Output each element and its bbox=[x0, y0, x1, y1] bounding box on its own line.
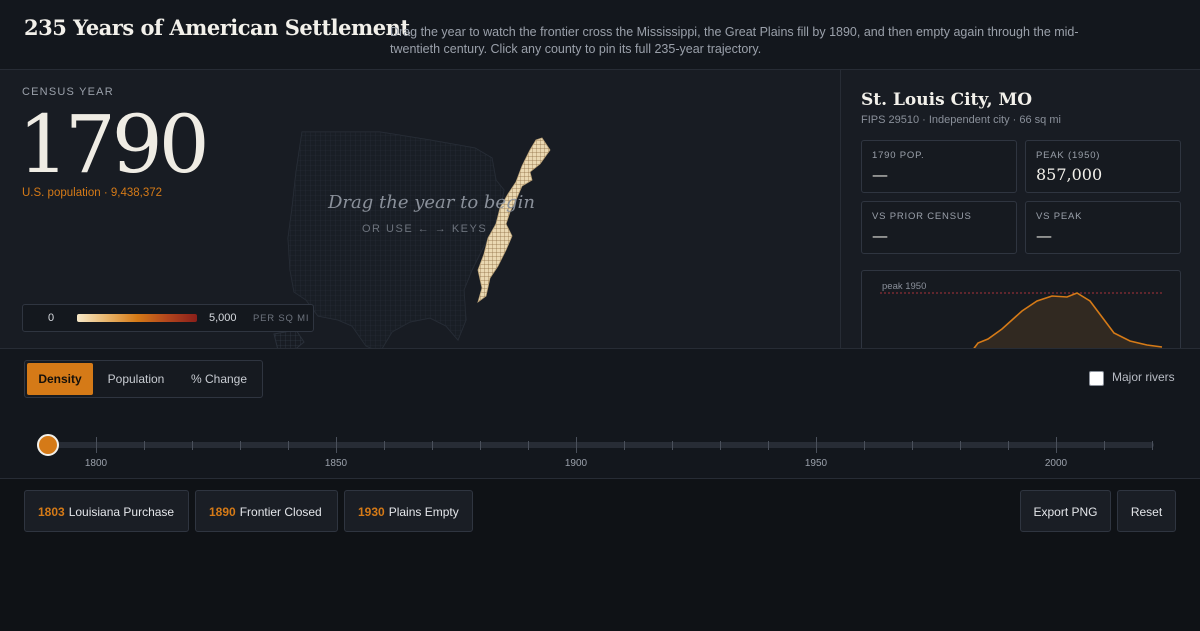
timeline-tick bbox=[480, 441, 481, 450]
metric-population-button[interactable]: Population bbox=[107, 372, 165, 386]
event-year: 1803 bbox=[38, 505, 65, 519]
event-year: 1890 bbox=[209, 505, 236, 519]
timeline-tick bbox=[1104, 441, 1105, 450]
stat-value: — bbox=[872, 165, 888, 184]
census-year-label: CENSUS YEAR bbox=[22, 86, 114, 98]
event-year: 1930 bbox=[358, 505, 385, 519]
page-subtitle: Drag the year to watch the frontier cros… bbox=[390, 25, 1079, 56]
stat-value: 857,000 bbox=[1036, 165, 1103, 184]
export-png-button[interactable]: Export PNG bbox=[1020, 490, 1111, 532]
event-label: Frontier Closed bbox=[239, 505, 322, 519]
timeline-major-tick bbox=[1056, 437, 1057, 453]
drag-hint: Drag the year to begin bbox=[328, 192, 535, 213]
timeline-tick bbox=[144, 441, 145, 450]
timeline-tick bbox=[432, 441, 433, 450]
timeline-year-label: 1850 bbox=[324, 458, 348, 469]
timeline-major-tick bbox=[816, 437, 817, 453]
event-louisiana-purchase-button[interactable]: 1803 Louisiana Purchase bbox=[24, 490, 189, 532]
timeline-tick bbox=[240, 441, 241, 450]
event-frontier-closed-button[interactable]: 1890 Frontier Closed bbox=[195, 490, 338, 532]
timeline-year-label: 1800 bbox=[84, 458, 108, 469]
reset-button[interactable]: Reset bbox=[1117, 490, 1176, 532]
major-rivers-checkbox[interactable] bbox=[1089, 371, 1104, 386]
timeline-tick bbox=[288, 441, 289, 450]
sparkline-area bbox=[974, 293, 1162, 348]
legend-min-label: 0 bbox=[48, 312, 55, 324]
us-county-map[interactable] bbox=[260, 120, 560, 348]
bottom-bar: 1803 Louisiana Purchase 1890 Frontier Clos… bbox=[0, 478, 1200, 631]
event-label: Louisiana Purchase bbox=[68, 505, 175, 519]
timeline-tick bbox=[768, 441, 769, 450]
stat-label: VS PRIOR CENSUS bbox=[872, 211, 972, 222]
timeline-tick bbox=[1008, 441, 1009, 450]
app-header: 235 Years of American Settlement Drag th… bbox=[0, 0, 1200, 70]
legend-unit-label: PER SQ MI bbox=[253, 313, 310, 324]
census-year-display: 1790 bbox=[18, 98, 210, 191]
map-panel: CENSUS YEAR 1790 U.S. population · 9,438… bbox=[0, 70, 840, 348]
density-legend: 0 5,000 PER SQ MI bbox=[22, 304, 314, 332]
page-title: 235 Years of American Settlement bbox=[24, 15, 410, 40]
timeline-major-tick bbox=[336, 437, 337, 453]
metric-change-button[interactable]: % Change bbox=[190, 372, 248, 386]
event-plains-empty-button[interactable]: 1930 Plains Empty bbox=[344, 490, 473, 532]
timeline-tick bbox=[864, 441, 865, 450]
county-detail-panel: St. Louis City, MO FIPS 29510 · Independ… bbox=[840, 70, 1200, 348]
timeline-year-label: 1900 bbox=[564, 458, 588, 469]
stat-card-vs-prior: VS PRIOR CENSUS — bbox=[861, 201, 1017, 254]
peak-marker-label: peak 1950 bbox=[882, 281, 927, 292]
stat-label: VS PEAK bbox=[1036, 211, 1083, 222]
legend-color-ramp bbox=[77, 314, 197, 322]
timeline-tick bbox=[528, 441, 529, 450]
timeline-tick bbox=[1152, 441, 1153, 450]
major-rivers-label: Major rivers bbox=[1112, 370, 1175, 384]
stat-value: — bbox=[1036, 226, 1052, 245]
timeline-tick bbox=[624, 441, 625, 450]
timeline-tick bbox=[192, 441, 193, 450]
timeline-tick bbox=[720, 441, 721, 450]
county-name: St. Louis City, MO bbox=[861, 90, 1033, 110]
event-label: Plains Empty bbox=[388, 505, 459, 519]
timeline-major-tick bbox=[96, 437, 97, 453]
timeline-tick bbox=[672, 441, 673, 450]
us-population-readout: U.S. population · 9,438,372 bbox=[22, 187, 163, 199]
stat-label: PEAK (1950) bbox=[1036, 150, 1101, 161]
settled-counties-1790 bbox=[477, 137, 551, 304]
timeline-tick bbox=[960, 441, 961, 450]
controls-bar: Density Population % Change Major rivers bbox=[0, 348, 1200, 409]
year-slider-thumb[interactable] bbox=[37, 434, 59, 456]
county-meta: FIPS 29510 · Independent city · 66 sq mi bbox=[861, 114, 1061, 126]
timeline-year-label: 2000 bbox=[1044, 458, 1068, 469]
timeline-tick bbox=[384, 441, 385, 450]
timeline-tick bbox=[912, 441, 913, 450]
timeline-major-tick bbox=[576, 437, 577, 453]
timeline-year-label: 1950 bbox=[804, 458, 828, 469]
timeline-track[interactable] bbox=[48, 442, 1154, 448]
stat-card-vs-peak: VS PEAK — bbox=[1025, 201, 1181, 254]
year-timeline: 1800 1850 1900 1950 2000 bbox=[0, 408, 1200, 478]
keyboard-hint: OR USE ← → KEYS bbox=[362, 223, 488, 235]
county-map-base bbox=[273, 131, 505, 348]
metric-toggle-group: Density Population % Change bbox=[24, 360, 263, 398]
stat-card-peak: PEAK (1950) 857,000 bbox=[1025, 140, 1181, 193]
legend-max-label: 5,000 bbox=[209, 312, 237, 324]
stat-label: 1790 POP. bbox=[872, 150, 925, 161]
sparkline-line bbox=[973, 292, 1163, 348]
metric-density-button[interactable]: Density bbox=[27, 363, 93, 395]
stat-value: — bbox=[872, 226, 888, 245]
stat-card-current-pop: 1790 POP. — bbox=[861, 140, 1017, 193]
population-sparkline: peak 1950 bbox=[861, 270, 1181, 348]
